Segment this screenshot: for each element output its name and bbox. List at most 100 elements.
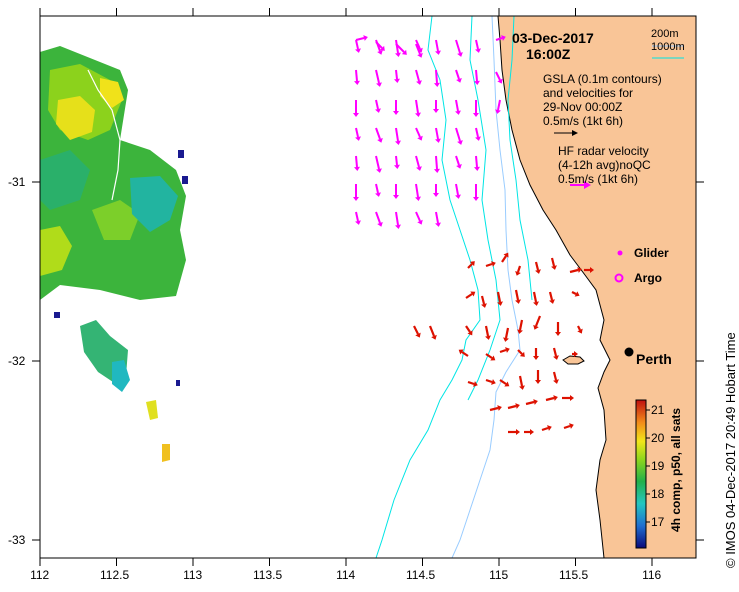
velocity-arrow xyxy=(548,291,554,301)
velocity-arrow xyxy=(467,380,475,386)
velocity-arrowhead xyxy=(457,52,463,57)
hf-legend-line2: (4-12h avg)noQC xyxy=(558,158,651,172)
velocity-arrowhead xyxy=(394,78,400,83)
contour-1000m-inner xyxy=(467,16,501,401)
velocity-arrowhead xyxy=(434,168,440,173)
velocity-arrow xyxy=(415,39,421,50)
rottnest-island xyxy=(562,355,585,365)
velocity-arrow xyxy=(415,69,420,82)
velocity-arrowhead xyxy=(433,109,439,113)
x-tick-label: 115.5 xyxy=(559,568,589,582)
velocity-arrowhead xyxy=(555,332,561,336)
x-tick-label: 114.5 xyxy=(406,568,436,582)
velocity-arrowhead xyxy=(505,347,510,353)
velocity-arrowhead xyxy=(395,224,401,229)
velocity-arrowhead xyxy=(475,136,481,141)
colorbar-tick-label: 18 xyxy=(651,487,665,501)
velocity-arrow xyxy=(435,211,439,224)
velocity-arrowhead xyxy=(577,267,582,273)
velocity-arrowhead xyxy=(495,109,501,114)
velocity-arrowhead xyxy=(375,108,381,113)
velocity-arrow xyxy=(475,127,479,138)
velocity-arrowhead xyxy=(401,49,407,55)
velocity-arrow xyxy=(395,211,399,226)
velocity-arrowhead xyxy=(551,265,557,270)
velocity-arrow xyxy=(577,325,581,331)
velocity-arrowhead xyxy=(435,138,441,143)
velocity-arrow xyxy=(355,69,358,82)
contour-200m-inner xyxy=(507,16,533,301)
velocity-arrow xyxy=(552,347,558,357)
velocity-arrowhead xyxy=(355,220,361,225)
x-tick-label: 113.5 xyxy=(253,568,283,582)
velocity-arrowhead xyxy=(504,381,510,387)
velocity-arrow xyxy=(375,127,381,140)
velocity-arrow xyxy=(375,155,380,170)
velocity-arrowhead xyxy=(501,35,506,41)
velocity-arrowhead xyxy=(497,301,503,306)
velocity-arrowhead xyxy=(431,334,437,340)
velocity-arrowhead xyxy=(415,332,421,338)
velocity-arrowhead xyxy=(533,356,539,360)
velocity-arrow xyxy=(518,375,524,387)
velocity-arrowhead xyxy=(569,423,574,429)
velocity-arrow xyxy=(514,289,520,301)
argo-label: Argo xyxy=(634,271,662,285)
velocity-arrow xyxy=(475,69,478,82)
velocity-arrow xyxy=(355,37,365,41)
velocity-arrowhead xyxy=(395,140,401,145)
colorbar-tick-label: 21 xyxy=(651,403,665,417)
x-tick-label: 113 xyxy=(183,568,203,582)
velocity-arrowhead xyxy=(416,166,422,171)
velocity-arrowhead xyxy=(516,429,520,435)
velocity-arrow xyxy=(355,211,359,222)
velocity-arrowhead xyxy=(458,349,464,355)
velocity-arrow xyxy=(455,183,459,196)
velocity-arrow xyxy=(525,400,535,406)
velocity-arrow xyxy=(375,183,379,194)
velocity-arrow xyxy=(532,291,538,303)
gsla-velocity-arrows xyxy=(353,35,506,229)
velocity-arrowhead xyxy=(535,269,541,274)
velocity-arrow xyxy=(455,155,460,166)
velocity-arrow xyxy=(552,371,558,381)
y-tick-label: -31 xyxy=(8,175,26,189)
velocity-arrowhead xyxy=(547,425,552,431)
colorbar xyxy=(635,399,647,549)
velocity-arrowhead xyxy=(590,267,594,273)
velocity-arrowhead xyxy=(470,291,476,297)
velocity-arrowhead xyxy=(517,329,523,334)
velocity-arrow xyxy=(485,353,493,359)
velocity-arrow xyxy=(375,41,383,49)
velocity-arrow xyxy=(501,255,507,263)
velocity-arrowhead xyxy=(533,399,538,405)
velocity-arrow xyxy=(480,295,486,305)
gsla-legend-scale: 0.5m/s (1kt 6h) xyxy=(543,114,624,128)
legend-1000m-label: 1000m xyxy=(651,41,685,53)
contour-200m xyxy=(451,16,521,558)
velocity-arrowhead xyxy=(375,192,381,197)
velocity-arrowhead xyxy=(433,193,439,197)
velocity-arrowhead xyxy=(417,47,423,53)
velocity-arrowhead xyxy=(355,48,361,53)
velocity-arrowhead xyxy=(497,405,502,411)
velocity-arrow xyxy=(499,379,507,385)
velocity-arrowhead xyxy=(395,52,401,57)
velocity-arrow xyxy=(428,325,436,337)
velocity-arrow xyxy=(485,262,493,268)
legend-hf-arrowhead xyxy=(584,181,591,189)
velocity-arrowhead xyxy=(455,110,461,115)
velocity-arrow xyxy=(415,183,419,198)
velocity-arrowhead xyxy=(519,385,525,390)
perth-marker xyxy=(624,347,634,357)
y-tick-label: -32 xyxy=(8,354,26,368)
velocity-arrowhead xyxy=(455,194,461,199)
velocity-arrowhead xyxy=(574,291,580,297)
velocity-arrowhead xyxy=(377,49,383,55)
velocity-arrowhead xyxy=(469,261,475,267)
velocity-arrowhead xyxy=(474,166,480,171)
velocity-arrow xyxy=(455,99,459,112)
velocity-arrowhead xyxy=(490,355,496,361)
velocity-arrow xyxy=(435,127,439,140)
velocity-arrow xyxy=(534,261,540,271)
